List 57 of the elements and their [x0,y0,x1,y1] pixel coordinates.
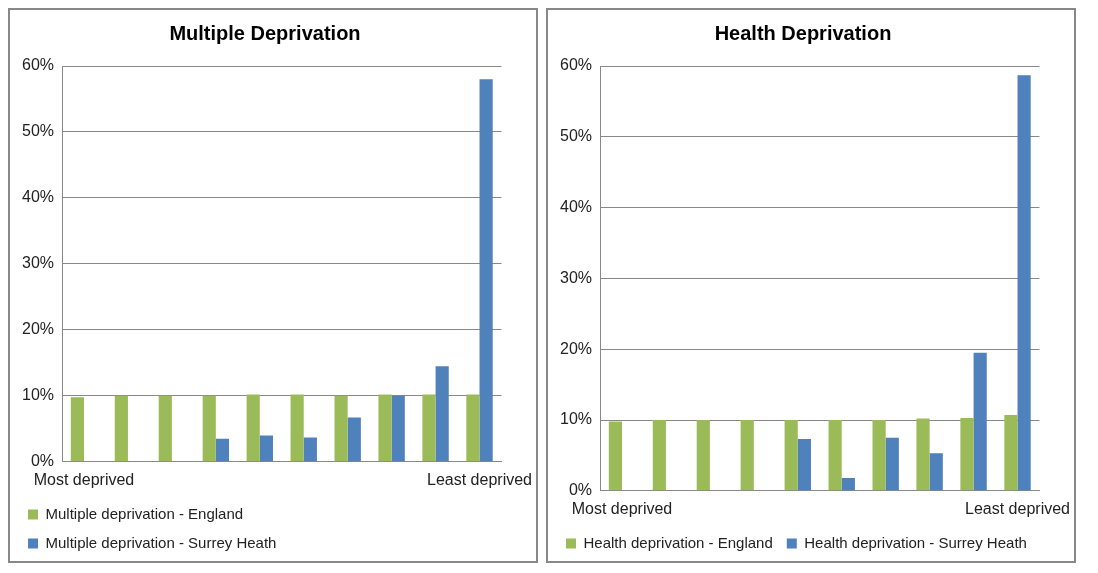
legend-label: Multiple deprivation - Surrey Heath [45,533,277,551]
bar [740,420,754,491]
y-tick-label: 10% [559,410,593,428]
y-tick-label: 40% [559,198,593,216]
y-tick-label: 0% [30,452,55,470]
y-tick-label: 50% [559,127,593,145]
bar [334,395,348,462]
bar [828,420,842,491]
bar [872,420,886,491]
bar [960,417,974,491]
y-tick-label: 60% [559,56,593,74]
bar [479,79,493,462]
bar [1004,415,1018,491]
bar [841,478,855,491]
bar [303,437,317,462]
bar [290,394,304,462]
bar [929,453,943,491]
bar [652,420,666,491]
legend-label: Health deprivation - Surrey Heath [804,533,1027,551]
bar [885,437,899,491]
bar [391,395,405,462]
chart-title: Health Deprivation [714,21,892,44]
bar [378,394,392,462]
y-tick-label: 0% [568,481,593,499]
bar [347,417,361,462]
legend-label: Multiple deprivation - England [45,504,244,522]
bar [422,394,436,462]
bar [916,418,930,491]
bar [608,421,622,491]
bar [158,395,172,462]
bar [696,420,710,491]
y-tick-label: 40% [21,188,55,206]
bar [114,395,128,462]
chart-title: Multiple Deprivation [169,21,361,44]
bar [259,435,273,462]
legend-label: Health deprivation - England [583,533,773,551]
bar [202,395,216,462]
bar [973,352,987,491]
x-tick-label: Most deprived [33,470,135,488]
y-tick-label: 50% [21,122,55,140]
bar [70,397,84,462]
bar [435,366,449,462]
bar [1017,75,1031,491]
bar [797,439,811,491]
y-tick-label: 20% [21,320,55,338]
bar [215,438,230,462]
y-tick-label: 30% [559,268,593,286]
x-tick-label: Least deprived [427,470,532,488]
bar [466,394,480,462]
x-tick-label: Least deprived [965,499,1070,517]
y-tick-label: 30% [21,254,55,272]
y-tick-label: 20% [559,339,593,357]
y-tick-label: 10% [21,386,55,404]
y-tick-label: 60% [21,56,55,74]
bar [246,394,260,462]
bar [784,420,798,491]
x-tick-label: Most deprived [571,499,673,517]
